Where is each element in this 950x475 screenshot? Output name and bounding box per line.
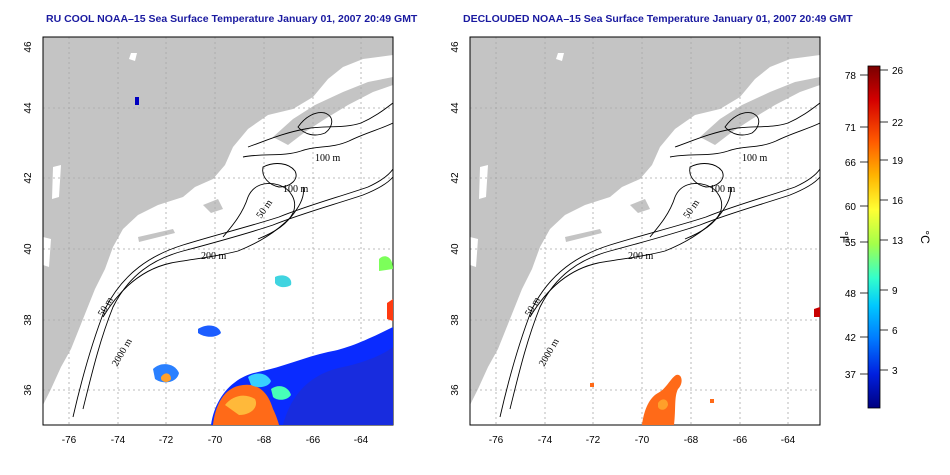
celsius-tick-label: 22: [892, 118, 904, 129]
temperature-colorbar: 78 71 66 60 55 48 42 37: [837, 65, 932, 409]
fahrenheit-tick-label: 71: [845, 123, 857, 134]
celsius-tick-label: 13: [892, 236, 904, 247]
contour-label-200m: 200 m: [628, 251, 654, 262]
x-tick-label: -66: [733, 435, 748, 446]
x-tick-label: -76: [62, 435, 77, 446]
y-tick-label: 46: [23, 41, 34, 53]
y-tick-label: 42: [23, 172, 34, 184]
celsius-tick-label: 16: [892, 196, 904, 207]
x-tick-label: -64: [781, 435, 796, 446]
celsius-tick-label: 3: [892, 366, 898, 377]
fahrenheit-tick-label: 60: [845, 202, 857, 213]
x-tick-label: -74: [111, 435, 126, 446]
left-map-panel: 100 m 100 m 50 m 200 m 50 m 2000 m -76 -…: [23, 36, 394, 446]
x-tick-label: -66: [306, 435, 321, 446]
fahrenheit-tick-label: 37: [845, 370, 857, 381]
x-tick-label: -64: [354, 435, 369, 446]
x-tick-label: -68: [257, 435, 272, 446]
x-tick-label: -72: [159, 435, 174, 446]
y-tick-label: 46: [450, 41, 461, 53]
fahrenheit-tick-label: 66: [845, 158, 857, 169]
right-x-axis: -76 -74 -72 -70 -68 -66 -64: [489, 435, 796, 446]
y-tick-label: 44: [450, 102, 461, 114]
right-panel-title: DECLOUDED NOAA–15 Sea Surface Temperatur…: [463, 13, 853, 25]
left-sst-data-field: [135, 97, 393, 425]
right-map-panel: 100 m 100 m 50 m 200 m 50 m 2000 m -76 -…: [450, 36, 821, 446]
contour-label-100m-lower: 100 m: [283, 184, 309, 195]
x-tick-label: -74: [538, 435, 553, 446]
y-tick-label: 40: [450, 243, 461, 255]
left-x-axis: -76 -74 -72 -70 -68 -66 -64: [62, 435, 369, 446]
y-tick-label: 36: [450, 384, 461, 396]
fahrenheit-tick-label: 48: [845, 289, 857, 300]
y-tick-label: 44: [23, 102, 34, 114]
fahrenheit-unit-label: °F: [837, 231, 851, 243]
colorbar-gradient: [867, 65, 881, 409]
contour-label-100m-lower: 100 m: [710, 184, 736, 195]
celsius-tick-label: 26: [892, 66, 904, 77]
left-y-axis: 36 38 40 42 44 46: [23, 41, 34, 396]
contour-label-100m-upper: 100 m: [315, 153, 341, 164]
x-tick-label: -70: [208, 435, 223, 446]
y-tick-label: 40: [23, 243, 34, 255]
y-tick-label: 38: [23, 314, 34, 326]
x-tick-label: -76: [489, 435, 504, 446]
celsius-unit-label: °C: [918, 230, 932, 244]
x-tick-label: -72: [586, 435, 601, 446]
right-y-axis: 36 38 40 42 44 46: [450, 41, 461, 396]
fahrenheit-tick-label: 55: [845, 238, 857, 249]
fahrenheit-tick-label: 78: [845, 71, 857, 82]
x-tick-label: -68: [684, 435, 699, 446]
celsius-tick-label: 9: [892, 286, 898, 297]
y-tick-label: 36: [23, 384, 34, 396]
celsius-tick-label: 6: [892, 326, 898, 337]
contour-label-200m: 200 m: [201, 251, 227, 262]
celsius-scale: 26 22 19 16 13 9 6 3: [892, 66, 904, 377]
y-tick-label: 42: [450, 172, 461, 184]
right-sst-data-field: [590, 307, 820, 425]
y-tick-label: 38: [450, 314, 461, 326]
left-panel-title: RU COOL NOAA–15 Sea Surface Temperature …: [46, 13, 418, 25]
x-tick-label: -70: [635, 435, 650, 446]
contour-label-100m-upper: 100 m: [742, 153, 768, 164]
fahrenheit-scale: 78 71 66 60 55 48 42 37: [845, 71, 857, 381]
fahrenheit-tick-label: 42: [845, 333, 857, 344]
celsius-tick-label: 19: [892, 156, 904, 167]
colorbar-ticks: [860, 69, 888, 375]
